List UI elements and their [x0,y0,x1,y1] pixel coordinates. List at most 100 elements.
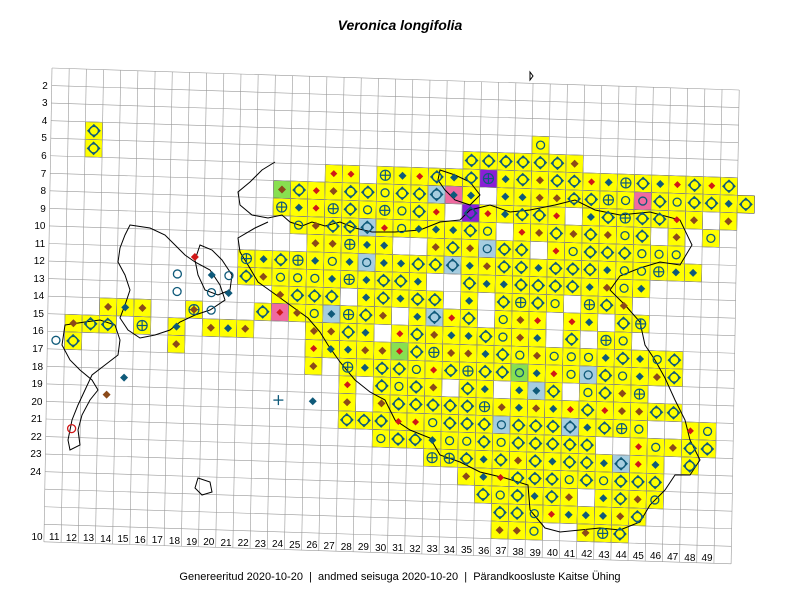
occurrence-marker [327,203,339,215]
occurrence-marker [342,361,354,373]
occurrence-marker [515,207,530,222]
occurrence-marker [327,310,336,318]
occurrence-marker [345,257,354,266]
occurrence-marker [601,407,609,415]
occurrence-marker [620,195,631,206]
occupied-cell [288,268,307,288]
occurrence-marker [361,328,370,337]
occurrence-marker [172,269,183,279]
occurrence-marker [568,318,576,326]
occurrence-marker [477,434,491,449]
occurrence-marker [583,387,593,398]
occurrence-marker [482,279,491,288]
occurrence-marker [583,370,593,380]
occurrence-marker [652,354,662,365]
occurrence-marker [460,416,474,431]
occurrence-marker [360,363,369,372]
occurrence-marker [619,283,629,293]
occurrence-marker [259,255,268,264]
occurrence-marker [566,369,576,380]
occupied-cell [562,365,581,384]
occurrence-marker [329,187,338,196]
map-title: Veronica longifolia [337,17,463,33]
column-label: 36 [478,545,490,557]
occurrence-marker [444,436,455,446]
occurrence-marker [652,212,667,227]
occurrence-marker [431,243,440,252]
occurrence-marker [552,194,561,203]
occurrence-marker [495,365,510,380]
occurrence-marker [656,180,665,189]
occurrence-marker [599,494,608,503]
occurrence-marker [343,398,352,407]
occurrence-marker [545,437,560,451]
occurrence-marker [687,178,702,193]
column-label: 35 [460,545,473,557]
occurrence-marker [514,368,525,378]
occupied-cell [594,471,613,491]
occupied-cell [524,521,543,541]
occurrence-marker [394,381,404,392]
column-label: 11 [49,532,60,544]
occurrence-marker [601,210,616,225]
row-label: 12 [33,256,45,268]
occurrence-marker [463,206,478,221]
occurrence-marker [448,314,456,322]
occurrence-marker [497,242,512,257]
occurrence-marker [565,279,580,294]
occurrence-marker [362,240,371,249]
occurrence-marker [562,437,577,452]
occurrence-marker [565,262,580,276]
occurrence-marker [518,228,526,236]
occupied-cell [271,267,290,287]
column-label: 32 [409,543,421,555]
occurrence-marker [614,456,628,471]
occurrence-marker [583,227,598,242]
occurrence-marker [497,403,506,412]
occurrence-marker [650,495,660,505]
occurrence-marker [580,403,595,417]
occupied-cell [457,431,476,451]
occurrence-marker [598,386,613,400]
column-label: 46 [649,551,662,563]
occurrence-marker [617,371,628,381]
occurrence-marker [482,172,495,185]
column-label: 33 [426,544,438,556]
occurrence-marker [532,351,541,360]
occurrence-marker [566,405,574,413]
occurrence-marker [427,310,442,325]
occurrence-marker [690,216,698,225]
occupied-cell [668,192,687,212]
column-label: 12 [65,532,77,544]
occurrence-marker [651,442,661,452]
occurrence-marker [396,347,404,355]
occurrence-marker [511,418,526,433]
occurrence-marker [357,413,371,428]
occurrence-marker [549,351,559,361]
occupied-cell [440,431,459,451]
occurrence-marker [588,178,596,186]
occurrence-marker [618,389,627,398]
occupied-cell [493,327,512,347]
occurrence-marker [375,361,389,376]
occurrence-marker [83,316,98,331]
occurrence-marker [326,219,340,234]
occurrence-marker [553,212,561,220]
occurrence-marker [549,404,558,413]
occurrence-marker [598,476,609,486]
occupied-cell [562,347,581,367]
occurrence-marker [636,176,650,191]
occurrence-marker [501,192,510,201]
occurrence-marker [700,442,715,456]
occupied-cell [492,433,511,452]
occurrence-marker [635,211,650,226]
occurrence-marker [358,308,373,323]
occurrence-marker [633,495,642,504]
occurrence-marker [637,249,647,259]
occurrence-marker [567,191,581,206]
occurrence-marker [428,346,440,358]
occurrence-marker [477,417,492,432]
occurrence-marker [391,432,405,446]
occurrence-marker [724,217,733,226]
occurrence-marker [515,296,527,309]
